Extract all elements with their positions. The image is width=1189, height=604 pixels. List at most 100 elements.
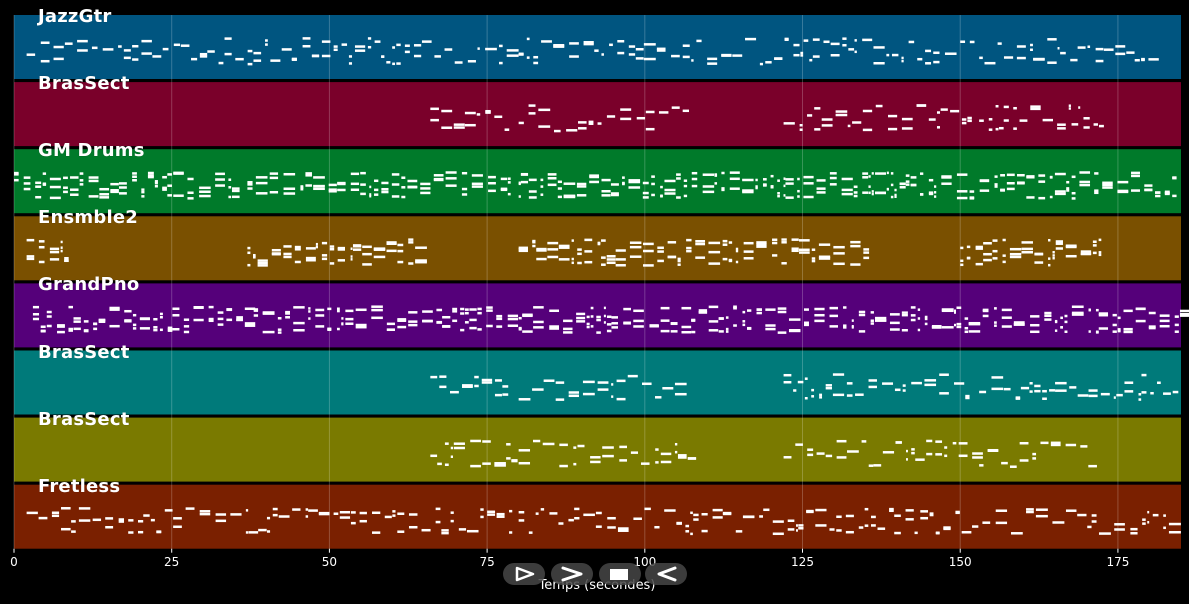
note [1071,175,1076,179]
note [858,313,866,317]
note [526,56,530,59]
note [272,513,278,517]
note [563,331,573,334]
note [486,306,493,309]
note [231,195,240,199]
track-lane[interactable] [14,283,1181,348]
note [882,382,894,385]
note [594,49,599,52]
note [1035,508,1048,511]
note [1112,330,1117,333]
note [437,462,442,466]
note [825,384,832,387]
track-lane[interactable] [14,82,1181,147]
note [1009,255,1022,259]
note [929,512,934,515]
note [643,249,654,253]
note [793,53,800,57]
note [915,458,925,461]
note [969,40,975,44]
note [461,193,468,196]
note [812,55,820,58]
note [199,186,211,190]
track-lane[interactable] [14,484,1181,549]
note [615,264,626,267]
note [1115,52,1126,56]
note [687,457,697,460]
note [1034,252,1044,256]
note [156,530,162,533]
note [1095,47,1104,51]
note [611,383,614,386]
note [928,178,934,182]
note [337,181,346,185]
note [642,196,649,199]
note [1098,312,1109,315]
play-button[interactable] [503,563,545,585]
note [141,195,145,198]
stop-button[interactable] [599,563,641,585]
note [339,510,351,514]
note [924,379,937,382]
note [162,188,167,191]
note [224,52,232,56]
note [141,188,145,191]
note [901,59,904,63]
note [208,317,214,321]
note [1003,119,1009,122]
note [109,306,120,310]
note [772,241,778,245]
rewind-button[interactable] [645,563,687,585]
note [381,55,385,58]
note [821,118,833,121]
fast-forward-button[interactable] [551,563,593,585]
note [843,326,847,329]
note [392,514,396,517]
note [1087,45,1091,49]
note [1163,526,1166,530]
note [939,373,949,376]
note [1078,106,1081,109]
track-lane[interactable] [14,15,1181,79]
note [35,181,42,185]
note [877,527,886,530]
track-lane[interactable] [14,350,1181,415]
note [1138,398,1142,401]
note [408,320,418,323]
note [369,185,372,189]
note [1147,510,1150,514]
note [755,178,758,182]
note [916,104,927,107]
note [308,310,311,313]
note [682,55,690,59]
note [696,39,702,43]
note [925,49,932,53]
note [415,246,427,249]
note [950,109,960,113]
note [1079,180,1091,184]
track-lane[interactable] [14,216,1181,281]
note [1174,330,1179,333]
note [173,43,181,47]
note [1098,313,1109,317]
note [590,325,594,328]
note [88,176,99,179]
note [797,189,800,193]
note [855,393,864,396]
note [464,308,469,311]
note [905,174,910,177]
note [420,187,431,190]
note [143,514,150,517]
note [735,530,743,533]
note [1065,245,1077,249]
track-lane[interactable] [14,417,1181,482]
note [871,515,876,519]
note [842,44,847,47]
note [584,260,593,264]
note [350,258,353,261]
note [208,305,214,309]
note [670,322,678,325]
note [628,180,641,184]
note [482,462,491,465]
note [862,109,873,113]
